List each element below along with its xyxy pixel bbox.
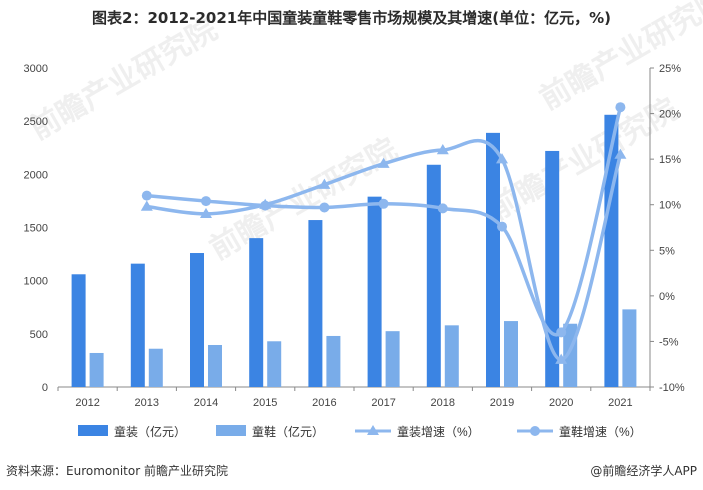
bar-shoes xyxy=(504,321,518,387)
y-right-tick-label: 0% xyxy=(659,291,675,303)
legend-item: 童装增速（%） xyxy=(355,424,480,439)
bar-clothing xyxy=(249,238,264,387)
bar-shoes xyxy=(208,344,222,387)
bar-shoes xyxy=(622,309,637,387)
legend-label: 童鞋（亿元） xyxy=(252,424,324,439)
x-tick-label: 2012 xyxy=(75,397,99,409)
marker-shoes-growth xyxy=(556,327,567,338)
bar-clothing xyxy=(426,164,441,387)
marker-shoes-growth xyxy=(201,196,211,207)
x-tick-label: 2018 xyxy=(431,397,455,409)
legend-item: 童鞋增速（%） xyxy=(517,424,642,439)
bar-shoes xyxy=(444,325,459,387)
bar-clothing xyxy=(190,253,204,387)
legend-label: 童装增速（%） xyxy=(397,424,480,439)
bar-clothing xyxy=(308,220,323,387)
marker-clothing-growth xyxy=(555,353,568,364)
y-left-tick-label: 2500 xyxy=(24,116,48,128)
bar-shoes xyxy=(385,331,400,387)
x-tick-label: 2014 xyxy=(194,397,218,409)
chart-title: 图表2：2012-2021年中国童装童鞋零售市场规模及其增速(单位：亿元，%) xyxy=(92,9,611,27)
bar-shoes xyxy=(148,348,163,387)
y-left-tick-label: 1500 xyxy=(24,223,48,235)
marker-shoes-growth xyxy=(319,202,330,213)
marker-clothing-growth xyxy=(436,144,449,155)
marker-clothing-growth xyxy=(614,148,627,159)
marker-clothing-growth xyxy=(200,207,212,219)
legend-item: 童鞋（亿元） xyxy=(216,424,324,439)
y-left-tick-label: 500 xyxy=(30,329,48,341)
bar-clothing xyxy=(367,196,382,387)
y-right-tick-label: 10% xyxy=(659,200,681,212)
y-left-tick-label: 0 xyxy=(42,382,48,394)
legend-item: 童装（亿元） xyxy=(78,424,186,439)
credit-note: @前瞻经济学人APP xyxy=(590,464,697,478)
marker-shoes-growth xyxy=(437,203,448,214)
x-tick-label: 2017 xyxy=(371,397,395,409)
y-right-tick-label: -10% xyxy=(659,382,685,394)
legend-marker xyxy=(367,425,379,435)
line-shoes-growth xyxy=(145,105,623,337)
legend-marker xyxy=(530,426,540,436)
marker-shoes-growth xyxy=(378,198,389,209)
legend-swatch xyxy=(78,425,108,436)
marker-shoes-growth xyxy=(260,200,271,211)
marker-shoes-growth xyxy=(497,221,507,232)
x-tick-label: 2021 xyxy=(608,397,632,409)
legend-label: 童装（亿元） xyxy=(114,424,186,439)
marker-shoes-growth xyxy=(141,190,152,201)
marker-clothing-growth xyxy=(318,178,331,189)
bar-clothing xyxy=(486,132,500,387)
legend-swatch xyxy=(216,425,246,436)
y-left-tick-label: 3000 xyxy=(24,63,48,75)
marker-clothing-growth xyxy=(140,200,153,211)
bar-shoes xyxy=(267,341,282,387)
y-left-tick-label: 2000 xyxy=(24,169,48,181)
bar-shoes xyxy=(326,335,341,387)
y-right-tick-label: 25% xyxy=(659,63,681,75)
bar-clothing xyxy=(130,263,145,387)
bar-clothing xyxy=(71,274,86,387)
y-right-tick-label: -5% xyxy=(659,336,679,348)
x-tick-label: 2020 xyxy=(549,397,573,409)
source-note: 资料来源：Euromonitor 前瞻产业研究院 xyxy=(6,464,228,478)
marker-shoes-growth xyxy=(615,102,626,113)
legend-label: 童鞋增速（%） xyxy=(559,424,642,439)
bar-shoes xyxy=(89,352,104,387)
x-tick-label: 2019 xyxy=(490,397,514,409)
x-tick-label: 2015 xyxy=(253,397,277,409)
marker-clothing-growth xyxy=(377,157,390,168)
y-right-tick-label: 5% xyxy=(659,245,675,257)
y-right-tick-label: 20% xyxy=(659,109,681,121)
marker-clothing-growth xyxy=(496,153,508,164)
x-tick-label: 2013 xyxy=(135,397,159,409)
y-left-tick-label: 1000 xyxy=(24,276,48,288)
x-tick-label: 2016 xyxy=(312,397,336,409)
y-right-tick-label: 15% xyxy=(659,154,681,166)
